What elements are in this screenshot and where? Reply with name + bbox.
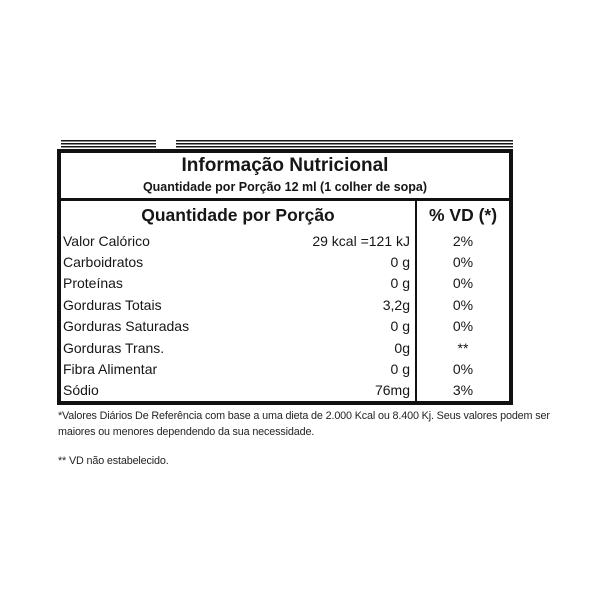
row-amount: 0 g (390, 254, 410, 271)
row-amount: 3,2g (382, 296, 410, 313)
row-amount: 0 g (390, 360, 410, 377)
header-divider-rule (61, 198, 509, 201)
table-row: Gorduras Saturadas 0 g 0% (61, 315, 509, 337)
table-row: Gorduras Totais 3,2g 0% (61, 294, 509, 316)
row-label: Proteínas (63, 275, 123, 292)
nutrition-rows: Quantidade por Porção % VD (*) Valor Cal… (61, 201, 509, 401)
table-row: Carboidratos 0 g 0% (61, 251, 509, 273)
row-vd: 0% (452, 296, 474, 313)
row-amount: 0 g (390, 318, 410, 335)
row-amount: 0 g (390, 275, 410, 292)
row-vd: 0% (452, 275, 474, 292)
top-artifact-lines-right (176, 140, 513, 148)
column-header-vd: % VD (*) (428, 205, 498, 225)
table-row: Sódio 76mg 3% (61, 379, 509, 401)
row-label: Fibra Alimentar (63, 360, 158, 377)
nutrition-title: Informação Nutricional (181, 155, 389, 176)
table-header-row: Quantidade por Porção % VD (*) (61, 201, 509, 230)
row-amount: 0g (394, 339, 410, 356)
row-vd: 3% (452, 382, 474, 399)
row-vd: 0% (452, 360, 474, 377)
row-amount: 76mg (374, 382, 410, 399)
table-row: Gorduras Trans. 0g ** (61, 336, 509, 359)
row-label: Gorduras Saturadas (63, 318, 190, 335)
row-label: Valor Calórico (63, 232, 150, 249)
row-vd: 0% (452, 254, 474, 271)
vd-not-established-footnote: ** VD não estabelecido. (58, 455, 169, 467)
row-label: Gorduras Totais (63, 296, 162, 313)
row-vd: ** (457, 339, 469, 356)
daily-values-footnote: *Valores Diários De Referência com base … (58, 410, 550, 438)
row-label: Carboidratos (63, 254, 144, 271)
footnotes: *Valores Diários De Referência com base … (58, 408, 564, 469)
row-label: Gorduras Trans. (63, 339, 165, 356)
top-artifact-lines-left (61, 140, 156, 148)
nutrition-facts-table: Informação Nutricional Quantidade por Po… (57, 149, 513, 405)
table-row: Valor Calórico 29 kcal =121 kJ 2% (61, 230, 509, 252)
serving-size-subtitle: Quantidade por Porção 12 ml (1 colher de… (142, 180, 428, 194)
row-vd: 0% (452, 318, 474, 335)
row-vd: 2% (452, 232, 474, 249)
row-amount: 29 kcal =121 kJ (312, 232, 410, 249)
table-row: Proteínas 0 g 0% (61, 272, 509, 295)
table-row: Fibra Alimentar 0 g 0% (61, 358, 509, 380)
column-header-quantity: Quantidade por Porção (61, 201, 417, 230)
row-label: Sódio (63, 382, 99, 399)
